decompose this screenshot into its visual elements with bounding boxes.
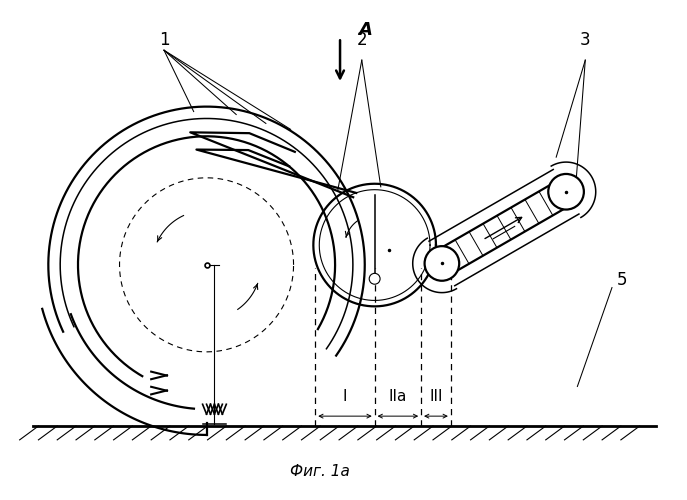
Text: 5: 5 xyxy=(617,270,627,288)
Text: I: I xyxy=(343,390,347,404)
Text: 1: 1 xyxy=(159,32,169,50)
Text: A: A xyxy=(358,22,372,40)
Circle shape xyxy=(548,174,584,210)
Text: 2: 2 xyxy=(357,32,367,50)
Text: IIа: IIа xyxy=(389,390,407,404)
Text: III: III xyxy=(429,390,442,404)
Circle shape xyxy=(425,246,459,281)
Circle shape xyxy=(369,274,380,284)
Text: Фиг. 1а: Фиг. 1а xyxy=(291,464,350,479)
Text: 3: 3 xyxy=(580,32,591,50)
